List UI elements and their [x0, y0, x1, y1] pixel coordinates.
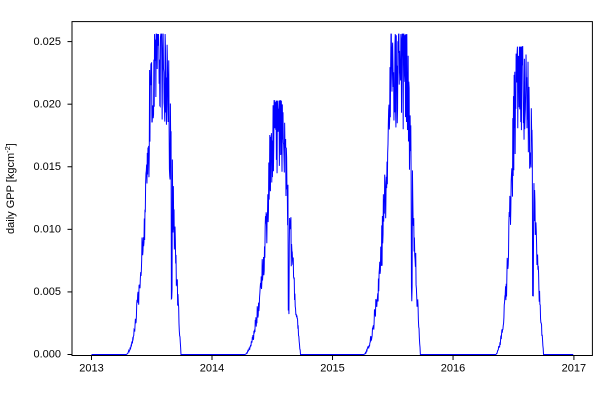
- svg-text:2017: 2017: [562, 363, 586, 375]
- svg-text:0.025: 0.025: [33, 36, 61, 48]
- svg-text:2015: 2015: [320, 363, 344, 375]
- svg-text:0.015: 0.015: [33, 161, 61, 173]
- svg-text:2016: 2016: [441, 363, 465, 375]
- svg-text:0.000: 0.000: [33, 349, 61, 361]
- svg-text:0.020: 0.020: [33, 98, 61, 110]
- svg-text:2014: 2014: [200, 363, 224, 375]
- svg-text:2013: 2013: [79, 363, 103, 375]
- svg-text:daily GPP [kgcm-2]: daily GPP [kgcm-2]: [3, 143, 18, 234]
- svg-text:0.010: 0.010: [33, 224, 61, 236]
- svg-text:0.005: 0.005: [33, 286, 61, 298]
